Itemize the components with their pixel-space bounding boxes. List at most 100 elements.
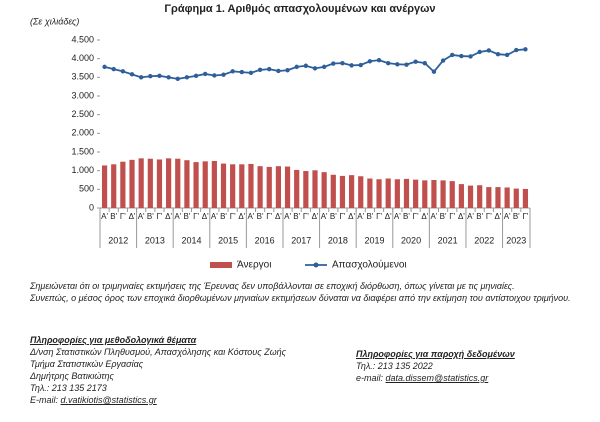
x-tick-label: Γ' [339,212,345,221]
bar [111,164,117,208]
bar [312,170,318,208]
chart: Γράφημα 1. Αριθμός απασχολουμένων και αν… [30,3,531,271]
bar [266,166,272,208]
contact-block: Πληροφορίες για μεθοδολογικά θέματα Δ/νσ… [30,334,350,406]
bar [376,179,382,208]
year-label: 2014 [181,235,201,245]
line [104,48,526,80]
x-tick-label: Γ' [230,212,236,221]
email[interactable]: d.vatikiotis@statistics.gr [60,395,157,405]
year-label: 2013 [145,235,165,245]
line-marker [504,52,510,58]
line-marker [523,47,528,52]
email[interactable]: data.dissem@statistics.gr [385,373,489,383]
note: Σημειώνεται ότι οι τριμηνιαίες εκτιμήσει… [30,281,515,291]
contact-heading: Πληροφορίες για παροχή δεδομένων [356,349,515,359]
year-label: 2012 [108,235,128,245]
y-tick-label: 0 [89,202,94,212]
y-tick-label: 3.500 [71,72,94,82]
line-marker [358,62,363,68]
bar [211,160,217,208]
email-label: e-mail: [356,373,384,383]
line-marker [321,64,327,70]
line-marker [294,64,299,70]
x-tick-label: Α' [211,212,218,221]
year-label: 2022 [474,235,494,245]
x-tick-label: Α' [394,212,401,221]
bar [431,180,437,208]
contact-line: Τμήμα Στατιστικών Εργασίας [30,359,144,369]
line-marker [349,63,354,68]
line-marker [431,69,437,74]
bar [449,181,455,208]
line-marker [514,47,519,53]
x-tick-label: Δ' [495,212,502,221]
line-marker [331,61,336,66]
year-label: 2019 [364,235,384,245]
bar [138,158,144,208]
year-label: 2015 [218,235,238,245]
x-tick-label: Β' [366,212,373,221]
x-tick-label: Α' [357,212,364,221]
y-tick-label: 1.000 [71,165,94,175]
bar [284,166,291,208]
line-marker [303,63,309,68]
line-marker [413,59,418,64]
bar [486,187,492,208]
x-tick-label: Β' [476,212,483,221]
x-tick-label: Β' [220,212,227,221]
x-tick-label: Γ' [376,212,382,221]
y-tick-label: 2.000 [71,128,94,138]
line-marker [157,73,162,79]
line-marker [102,64,107,70]
x-tick-label: Γ' [522,212,528,221]
bar [193,162,199,208]
contact-line: Δημήτρης Βατικιώτης [30,371,114,381]
line-marker [468,54,473,59]
y-tick-label: 3.000 [71,90,94,100]
y-axis-label: (Σε χιλιάδες) [30,16,79,26]
line-marker [440,58,446,63]
x-tick-label: Γ' [156,212,162,221]
year-label: 2023 [506,235,526,245]
bar [184,160,190,208]
bar [440,180,446,208]
bar [422,180,428,208]
bar [339,175,346,208]
bar [495,187,501,208]
legend-swatch [210,262,232,268]
bar [367,178,373,208]
bar [248,163,254,208]
line-marker [184,75,190,80]
line-marker [385,60,391,66]
year-label: 2017 [291,235,311,245]
bar [294,169,300,208]
line-marker [395,62,400,67]
line-marker [248,70,254,76]
x-tick-label: Α' [430,212,437,221]
x-tick-label: Β' [440,212,447,221]
x-tick-label: Β' [257,212,264,221]
line-marker [459,53,464,59]
x-tick-label: Δ' [238,212,245,221]
bar [358,176,364,208]
year-label: 2020 [401,235,421,245]
x-tick-label: Α' [284,212,291,221]
y-tick-label: 4.500 [71,34,94,44]
chart-title: Γράφημα 1. Αριθμός απασχολουμένων και αν… [164,3,435,15]
x-tick-label: Α' [467,212,474,221]
x-tick-label: Α' [321,212,328,221]
x-tick-label: Γ' [486,212,492,221]
bar [239,164,245,208]
bar [394,179,400,208]
legend-label: Απασχολούμενοι [332,259,407,271]
contact-line: Δ/νση Στατιστικών Πληθυσμού, Απασχόλησης… [30,347,287,357]
x-tick-label: Δ' [385,212,392,221]
x-tick-label: Γ' [120,212,126,221]
bar [385,178,391,208]
x-tick-label: Β' [513,212,520,221]
bar [202,161,208,208]
bar [513,188,519,208]
bar [522,188,529,208]
bar [458,184,464,208]
